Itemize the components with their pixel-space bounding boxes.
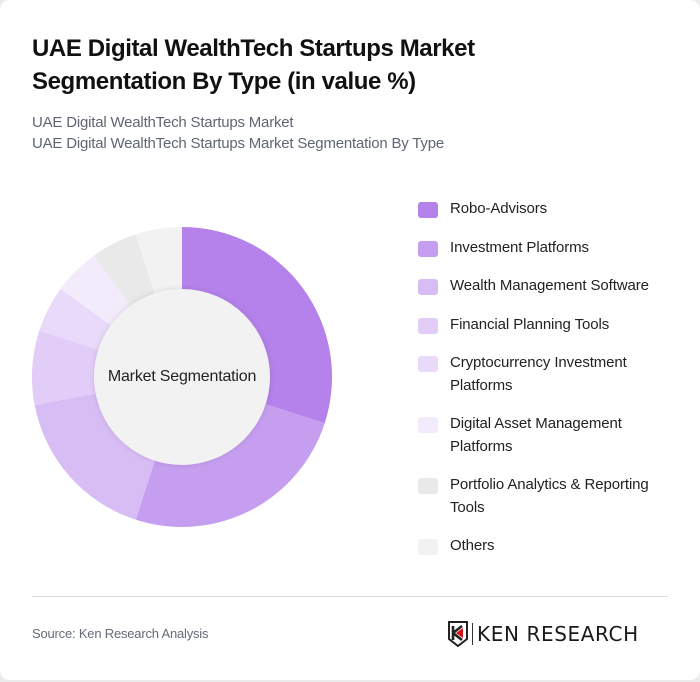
legend-item[interactable]: Robo-Advisors xyxy=(418,198,678,221)
chart-legend: Robo-Advisors Investment Platforms Wealth … xyxy=(418,198,678,574)
legend-item[interactable]: Cryptocurrency Investment Platforms xyxy=(418,352,678,397)
chart-title: UAE Digital WealthTech Startups Market S… xyxy=(32,35,475,95)
legend-label: Financial Planning Tools xyxy=(450,315,610,333)
source-note: Source: Ken Research Analysis xyxy=(32,626,209,641)
legend-item[interactable]: Portfolio Analytics & Reporting Tools xyxy=(418,474,678,519)
legend-item[interactable]: Wealth Management Software xyxy=(418,275,678,298)
legend-label: Others xyxy=(450,537,495,554)
legend-label: Portfolio Analytics & Reporting Tools xyxy=(450,476,649,516)
legend-item[interactable]: Financial Planning Tools xyxy=(418,314,678,337)
subtitle-line-1: UAE Digital WealthTech Startups Market xyxy=(32,114,294,131)
legend-label: Wealth Management Software xyxy=(450,277,649,294)
ken-research-logo: KEN RESEARCH xyxy=(447,620,639,648)
legend-swatch-icon xyxy=(418,478,438,494)
legend-swatch-icon xyxy=(418,317,438,334)
legend-swatch-icon xyxy=(418,417,438,433)
ken-shield-icon xyxy=(448,621,468,647)
legend-swatch-icon xyxy=(418,240,438,257)
legend-swatch-icon xyxy=(418,279,438,295)
legend-label: Cryptocurrency Investment Platforms xyxy=(450,354,627,394)
footer-divider xyxy=(32,596,668,597)
legend-item[interactable]: Others xyxy=(418,535,678,558)
chart-subtitle: UAE Digital WealthTech Startups Market U… xyxy=(32,112,444,154)
legend-label: Digital Asset Management Platforms xyxy=(450,415,622,455)
donut-chart: Market Segmentation xyxy=(32,227,332,527)
center-label: Market Segmentation xyxy=(107,368,257,385)
legend-swatch-icon xyxy=(418,202,438,218)
donut-hole xyxy=(94,289,270,465)
legend-label: Robo-Advisors xyxy=(450,200,548,217)
logo-text: KEN RESEARCH xyxy=(477,622,639,646)
legend-swatch-icon xyxy=(418,539,438,555)
logo-separator xyxy=(472,623,473,645)
legend-swatch-icon xyxy=(418,356,438,372)
legend-item[interactable]: Digital Asset Management Platforms xyxy=(418,413,678,458)
legend-label: Investment Platforms xyxy=(450,238,589,256)
donut-svg xyxy=(32,227,332,527)
legend-item[interactable]: Investment Platforms xyxy=(418,237,678,260)
subtitle-line-2: UAE Digital WealthTech Startups Market S… xyxy=(32,135,445,152)
